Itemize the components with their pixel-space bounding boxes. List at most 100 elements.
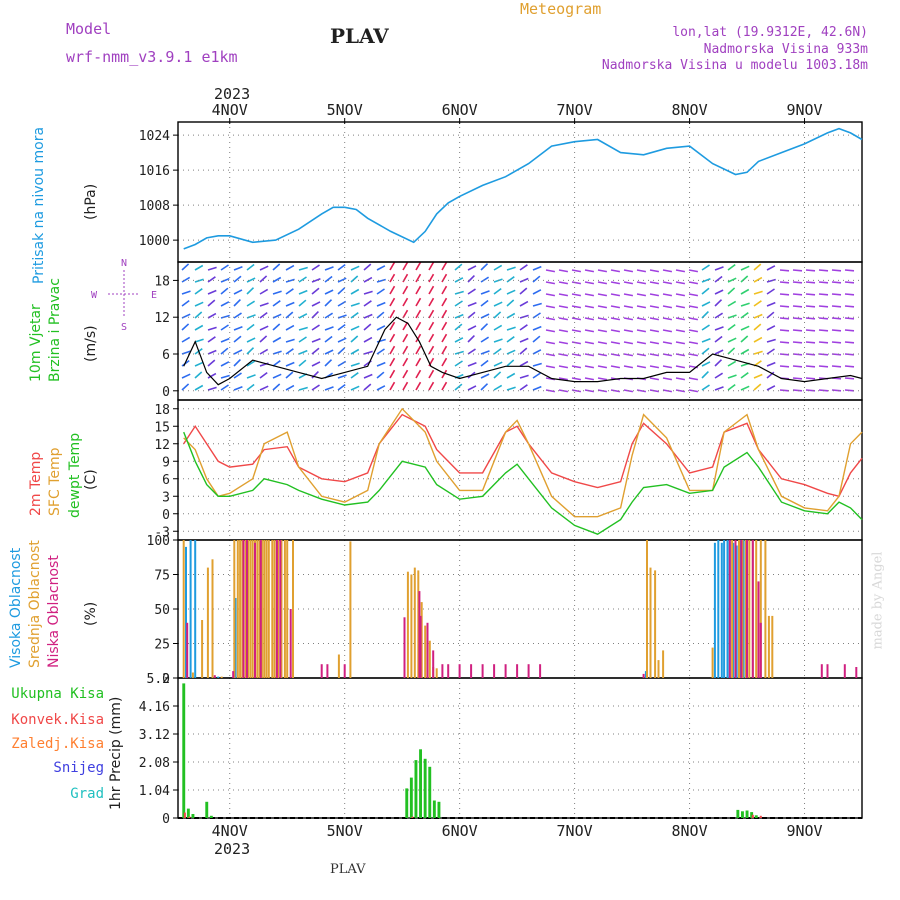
- wind-arrow: [415, 345, 422, 355]
- y-tick-label: 25: [154, 638, 170, 653]
- wind-arrow: [233, 275, 242, 283]
- cloud-low-bar: [275, 540, 278, 678]
- wind-arrow: [376, 361, 386, 367]
- legend-rain-total: Ukupna Kisa: [11, 686, 104, 702]
- wind-arrow: [792, 389, 803, 392]
- wind-arrow: [480, 350, 490, 355]
- wind-arrow: [766, 361, 776, 367]
- cloud-mid-bar: [286, 540, 289, 678]
- wind-arrow: [311, 311, 319, 319]
- wind-arrow: [324, 275, 333, 283]
- wind-arrow: [584, 317, 595, 321]
- wind-arrow: [402, 261, 409, 271]
- wind-arrow: [324, 299, 333, 307]
- wind-arrow: [532, 275, 541, 283]
- wind-arrow: [636, 329, 647, 333]
- wind-arrow: [337, 337, 347, 343]
- wind-arrow: [818, 365, 829, 368]
- wind-arrow: [376, 288, 385, 295]
- wind-arrow: [597, 341, 608, 345]
- wind-arrow: [558, 353, 569, 357]
- wind-arrow: [662, 305, 673, 309]
- wind-arrow: [753, 300, 762, 307]
- wind-arrow: [298, 289, 308, 295]
- wind-arrow: [181, 373, 191, 379]
- x-tick-label-bottom: 5NOV: [327, 822, 363, 840]
- precip-conv-bar: [188, 816, 191, 818]
- wind-arrow: [779, 269, 790, 272]
- wind-arrow: [545, 389, 556, 393]
- wind-arrow: [779, 305, 790, 308]
- wind-arrow: [506, 372, 516, 379]
- wind-arrow: [233, 289, 243, 295]
- wind-arrow: [623, 365, 634, 369]
- wind-arrow: [727, 323, 736, 331]
- wind-arrow: [467, 302, 477, 307]
- wind-arrow: [298, 313, 308, 319]
- wind-arrow: [701, 347, 710, 355]
- wind-arrow: [831, 281, 842, 284]
- wind-arrow: [610, 317, 621, 321]
- wind-arrow: [415, 285, 422, 295]
- dewpt-line: [183, 431, 863, 535]
- y-tick-label: 0: [162, 508, 170, 523]
- wind-arrow: [246, 263, 255, 271]
- wind-arrow: [545, 353, 556, 357]
- wind-arrow: [584, 377, 595, 381]
- wind-arrow: [779, 365, 790, 368]
- panel-frame: [177, 677, 863, 819]
- wind-arrow: [597, 305, 608, 309]
- wind-arrow: [285, 371, 294, 379]
- wind-arrow: [389, 369, 396, 379]
- wind-arrow: [233, 359, 241, 367]
- y-tick-label: 3: [162, 490, 170, 505]
- cloud-high-bar: [739, 540, 742, 678]
- wind-arrow: [454, 383, 463, 391]
- cloud-low-bar: [843, 664, 846, 678]
- wind-arrow: [207, 276, 216, 283]
- wind-arrow: [662, 389, 673, 393]
- wind-arrow: [480, 299, 489, 307]
- wind-arrow: [454, 323, 463, 331]
- wind-arrow: [220, 324, 229, 331]
- wind-arrow: [636, 365, 647, 369]
- wind-arrow: [181, 290, 191, 295]
- wind-arrow: [584, 293, 595, 297]
- wind-arrow: [233, 372, 242, 379]
- wind-arrow: [558, 317, 569, 321]
- cloud-mid-bar: [292, 540, 294, 678]
- wind-arrow: [844, 305, 855, 308]
- precip-total-bar: [186, 808, 190, 818]
- cloud-mid-bar: [428, 640, 431, 678]
- wind-arrow: [792, 341, 803, 344]
- wind-arrow: [688, 305, 699, 309]
- precip-total-bar: [191, 814, 195, 818]
- wind-arrow: [454, 263, 463, 271]
- wind-arrow: [467, 325, 477, 331]
- wind-arrow: [389, 321, 396, 331]
- wind-arrow: [480, 336, 490, 343]
- cloud-mid-bar: [731, 540, 734, 678]
- wind-arrow: [324, 349, 334, 355]
- wind-arrow: [766, 371, 775, 379]
- wind-arrow: [181, 383, 190, 391]
- precip-conv-bar: [751, 814, 754, 818]
- wind-arrow: [740, 265, 750, 271]
- wind-arrow: [246, 347, 255, 355]
- wind-arrow: [285, 301, 295, 307]
- wind-arrow: [376, 348, 385, 355]
- wind-arrow: [467, 335, 475, 343]
- station-title: PLAV: [330, 24, 389, 48]
- cloud-mid-bar: [410, 574, 413, 678]
- cloud-mid-bar: [267, 540, 270, 678]
- wind-arrow: [311, 361, 321, 367]
- wind-arrow: [545, 305, 556, 309]
- wind-arrow: [467, 275, 475, 283]
- wind-arrow: [493, 338, 503, 343]
- wind-arrow: [727, 347, 736, 355]
- wind-arrow: [584, 353, 595, 357]
- wind-arrow: [311, 324, 320, 331]
- wind-arrow: [519, 324, 528, 331]
- wind-arrow: [376, 325, 386, 331]
- cloud-mid-bar: [271, 540, 274, 678]
